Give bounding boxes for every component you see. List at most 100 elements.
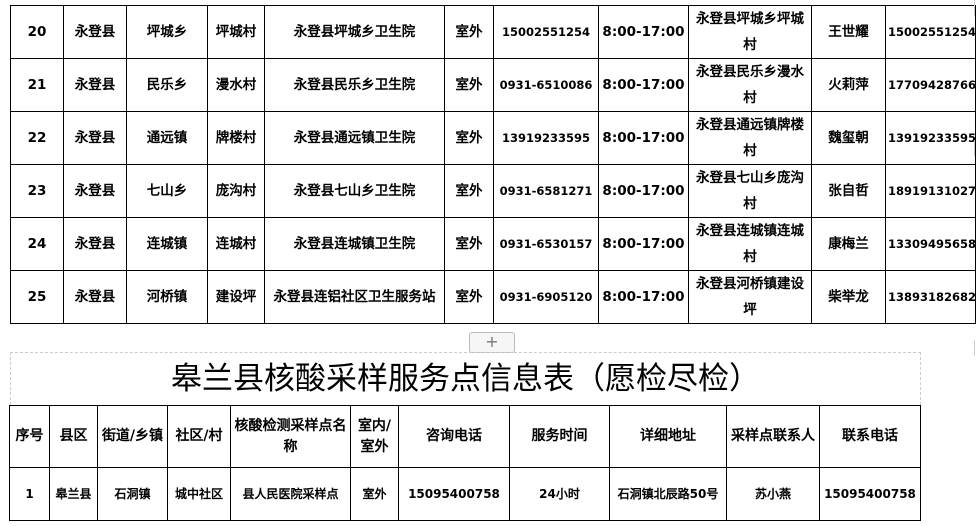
cell-village: 连城村 xyxy=(207,217,265,271)
cell-township: 通远镇 xyxy=(126,111,208,165)
header-service-hours: 服务时间 xyxy=(509,405,610,468)
table-row: 21 永登县 民乐乡 漫水村 永登县民乐乡卫生院 室外 0931-6510086 8:00-1… xyxy=(10,58,976,112)
cell-service-hours: 8:00-17:00 xyxy=(598,111,689,165)
cell-site-name: 永登县通远镇卫生院 xyxy=(264,111,445,165)
cell-index: 1 xyxy=(9,467,50,521)
cell-county: 永登县 xyxy=(63,164,127,218)
cell-county: 皋兰县 xyxy=(49,467,98,521)
cell-contact-person: 火莉萍 xyxy=(811,58,886,112)
cell-village: 坪城村 xyxy=(207,5,265,59)
header-consult-phone: 咨询电话 xyxy=(398,405,510,468)
cell-consult-phone: 0931-6581271 xyxy=(493,164,599,218)
upper-table: 20 永登县 坪城乡 坪城村 永登县坪城乡卫生院 室外 15002551254 8:00-17… xyxy=(10,5,976,324)
cell-contact-phone: 13893182682 xyxy=(885,270,976,324)
cell-village: 建设坪 xyxy=(207,270,265,324)
cell-contact-person: 康梅兰 xyxy=(811,217,886,271)
header-location: 室内/室外 xyxy=(350,405,399,468)
header-row: 序号 县区 街道/乡镇 社区/村 核酸检测采样点名称 室内/室外 咨询电话 服务时间 详细地址采… xyxy=(9,405,921,468)
cell-location: 室外 xyxy=(444,217,494,271)
cell-address: 永登县民乐乡漫水村 xyxy=(688,58,812,112)
cell-address: 石洞镇北辰路50号 xyxy=(609,467,727,521)
cell-service-hours: 24小时 xyxy=(509,467,610,521)
lower-table: 序号 县区 街道/乡镇 社区/村 核酸检测采样点名称 室内/室外 咨询电话 服务时间 详细地址采… xyxy=(9,405,921,521)
cell-contact-person: 柴举龙 xyxy=(811,270,886,324)
cell-consult-phone: 13919233595 xyxy=(493,111,599,165)
cell-township: 连城镇 xyxy=(126,217,208,271)
cell-contact-phone: 13919233595 xyxy=(885,111,976,165)
table-row: 23 永登县 七山乡 庞沟村 永登县七山乡卫生院 室外 0931-6581271 8:00-1… xyxy=(10,164,976,218)
cell-contact-phone: 17709428766 xyxy=(885,58,976,112)
cell-consult-phone: 15095400758 xyxy=(398,467,510,521)
cell-location: 室外 xyxy=(444,270,494,324)
add-row-button[interactable]: + xyxy=(469,332,515,353)
cell-county: 永登县 xyxy=(63,270,127,324)
header-site-name: 核酸检测采样点名称 xyxy=(230,405,351,468)
cell-consult-phone: 15002551254 xyxy=(493,5,599,59)
cell-location: 室外 xyxy=(444,111,494,165)
table-row: 20 永登县 坪城乡 坪城村 永登县坪城乡卫生院 室外 15002551254 8:00-17… xyxy=(10,5,976,59)
cell-contact-person: 王世耀 xyxy=(811,5,886,59)
cell-location: 室外 xyxy=(350,467,399,521)
table-row: 25 永登县 河桥镇 建设坪 永登县连铝社区卫生服务站 室外 0931-6905120 8:0… xyxy=(10,270,976,324)
cell-consult-phone: 0931-6530157 xyxy=(493,217,599,271)
cell-contact-person: 魏玺朝 xyxy=(811,111,886,165)
cell-address: 永登县通远镇牌楼村 xyxy=(688,111,812,165)
cell-township: 民乐乡 xyxy=(126,58,208,112)
cell-site-name: 永登县连城镇卫生院 xyxy=(264,217,445,271)
header-index: 序号 xyxy=(9,405,50,468)
cell-site-name: 永登县民乐乡卫生院 xyxy=(264,58,445,112)
cell-index: 21 xyxy=(10,58,64,112)
cell-contact-phone: 13309495658 xyxy=(885,217,976,271)
cell-township: 石洞镇 xyxy=(97,467,168,521)
cell-service-hours: 8:00-17:00 xyxy=(598,58,689,112)
table-row: 1 皋兰县 石洞镇 城中社区 县人民医院采样点 室外 15095400758 24小时 石洞镇北… xyxy=(9,467,921,521)
cell-address: 永登县连城镇连城村 xyxy=(688,217,812,271)
cell-address: 永登县七山乡庞沟村 xyxy=(688,164,812,218)
cell-address: 永登县河桥镇建设坪 xyxy=(688,270,812,324)
cell-site-name: 永登县连铝社区卫生服务站 xyxy=(264,270,445,324)
cell-service-hours: 8:00-17:00 xyxy=(598,217,689,271)
page-edge xyxy=(974,0,980,526)
table-row: 22 永登县 通远镇 牌楼村 永登县通远镇卫生院 室外 13919233595 8:00-17… xyxy=(10,111,976,165)
header-township: 街道/乡镇 xyxy=(97,405,168,468)
cell-consult-phone: 0931-6510086 xyxy=(493,58,599,112)
cell-index: 24 xyxy=(10,217,64,271)
cell-contact-phone: 15095400758 xyxy=(819,467,921,521)
cell-county: 永登县 xyxy=(63,58,127,112)
cell-village: 漫水村 xyxy=(207,58,265,112)
cell-county: 永登县 xyxy=(63,217,127,271)
cell-township: 坪城乡 xyxy=(126,5,208,59)
table-row: 24 永登县 连城镇 连城村 永登县连城镇卫生院 室外 0931-6530157 8:00-1… xyxy=(10,217,976,271)
cell-index: 20 xyxy=(10,5,64,59)
cell-service-hours: 8:00-17:00 xyxy=(598,5,689,59)
cell-village: 牌楼村 xyxy=(207,111,265,165)
cell-index: 23 xyxy=(10,164,64,218)
header-contact-person: 采样点联系人 xyxy=(726,405,820,468)
cell-contact-person: 张自哲 xyxy=(811,164,886,218)
header-village: 社区/村 xyxy=(167,405,231,468)
cell-village: 庞沟村 xyxy=(207,164,265,218)
cell-contact-phone: 18919131027 xyxy=(885,164,976,218)
cell-location: 室外 xyxy=(444,58,494,112)
cell-service-hours: 8:00-17:00 xyxy=(598,270,689,324)
cell-county: 永登县 xyxy=(63,5,127,59)
cell-site-name: 县人民医院采样点 xyxy=(230,467,351,521)
header-contact-phone: 联系电话 xyxy=(819,405,921,468)
cell-location: 室外 xyxy=(444,5,494,59)
header-county: 县区 xyxy=(49,405,98,468)
cell-contact-person: 苏小燕 xyxy=(726,467,820,521)
cell-contact-phone: 15002551254 xyxy=(885,5,976,59)
header-address: 详细地址 xyxy=(609,405,727,468)
cell-index: 25 xyxy=(10,270,64,324)
cell-index: 22 xyxy=(10,111,64,165)
cell-village: 城中社区 xyxy=(167,467,231,521)
cell-township: 河桥镇 xyxy=(126,270,208,324)
cell-location: 室外 xyxy=(444,164,494,218)
table-title: 皋兰县核酸采样服务点信息表（愿检尽检） xyxy=(10,352,921,405)
cell-county: 永登县 xyxy=(63,111,127,165)
cell-service-hours: 8:00-17:00 xyxy=(598,164,689,218)
cell-site-name: 永登县七山乡卫生院 xyxy=(264,164,445,218)
cell-site-name: 永登县坪城乡卫生院 xyxy=(264,5,445,59)
cell-township: 七山乡 xyxy=(126,164,208,218)
cell-address: 永登县坪城乡坪城村 xyxy=(688,5,812,59)
